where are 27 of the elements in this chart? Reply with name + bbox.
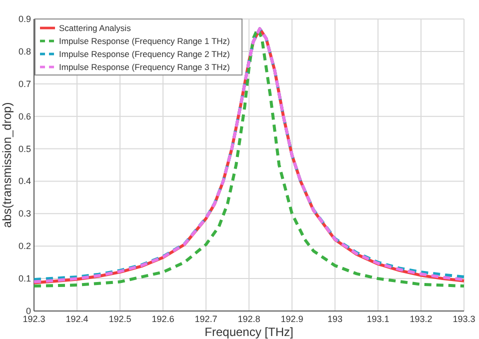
legend-label: Scattering Analysis bbox=[59, 23, 131, 33]
y-tick-label: 0.3 bbox=[18, 208, 31, 219]
legend-label: Impulse Response (Frequency Range 3 THz) bbox=[59, 62, 230, 72]
y-tick-label: 0.1 bbox=[18, 274, 31, 284]
x-tick-label: 192.6 bbox=[152, 314, 174, 324]
x-tick-label: 193.1 bbox=[366, 314, 390, 324]
y-tick-label: 0.8 bbox=[18, 46, 31, 56]
x-tick-label: 193 bbox=[327, 314, 343, 324]
x-tick-label: 192.3 bbox=[22, 314, 46, 324]
y-tick-label: 0.6 bbox=[18, 111, 31, 122]
x-tick-label: 193.3 bbox=[452, 314, 476, 324]
x-tick-label: 192.9 bbox=[280, 314, 304, 324]
x-tick-label: 193.2 bbox=[410, 314, 432, 324]
y-axis-title: abs(transmission_drop) bbox=[0, 102, 14, 228]
y-tick-label: 0.5 bbox=[18, 144, 31, 154]
legend-label: Impulse Response (Frequency Range 1 THz) bbox=[59, 36, 230, 46]
legend-label: Impulse Response (Frequency Range 2 THz) bbox=[59, 49, 230, 59]
x-tick-label: 192.8 bbox=[238, 314, 260, 324]
y-tick-label: 0.2 bbox=[18, 241, 31, 252]
x-tick-label: 192.7 bbox=[194, 314, 218, 324]
y-tick-label: 0.4 bbox=[18, 176, 31, 186]
y-tick-label: 0.9 bbox=[18, 14, 31, 24]
y-tick-label: 0.7 bbox=[18, 78, 31, 89]
x-tick-label: 192.5 bbox=[108, 314, 132, 324]
x-axis-title: Frequency [THz] bbox=[204, 325, 294, 339]
y-tick-label: 0 bbox=[26, 306, 31, 316]
x-tick-label: 192.4 bbox=[66, 314, 88, 324]
